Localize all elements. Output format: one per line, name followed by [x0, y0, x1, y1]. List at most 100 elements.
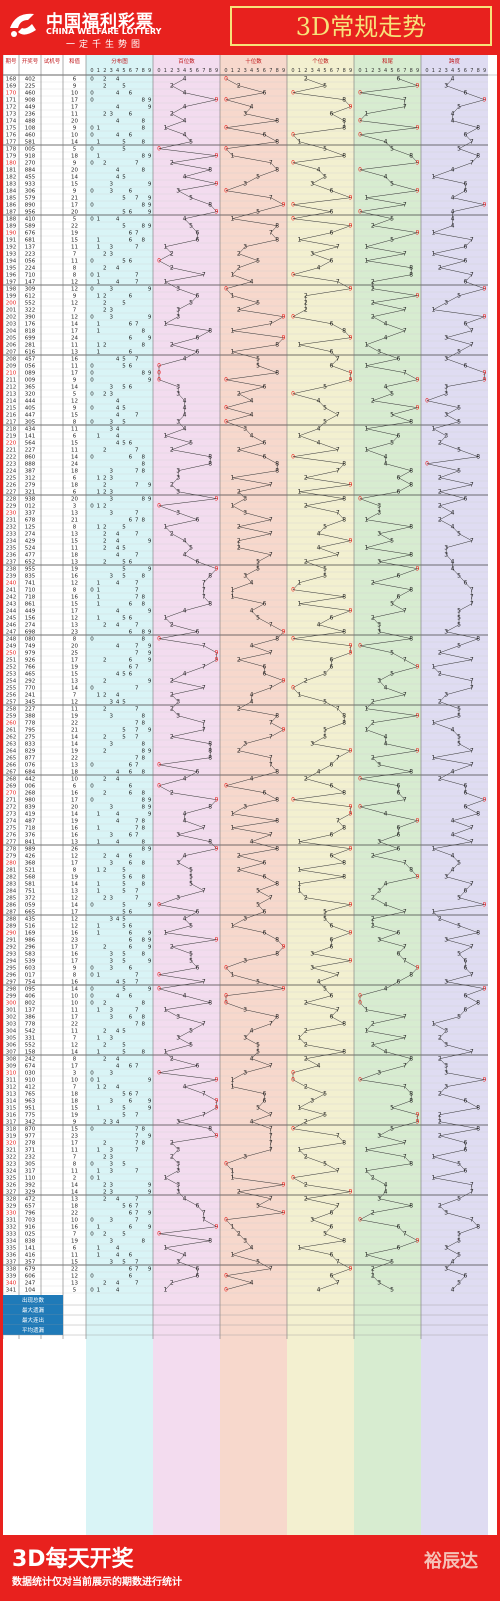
row-draw: 778	[25, 1022, 36, 1028]
dist-digit: 7	[135, 1022, 139, 1028]
trend-point-hundreds: 0	[157, 783, 161, 790]
trend-line-span	[446, 1079, 485, 1087]
column-header-tail: 和尾	[382, 57, 394, 65]
dist-digit: 5	[122, 700, 126, 706]
trend-line-hundreds	[165, 281, 179, 289]
trend-point-units: 7	[336, 972, 340, 979]
dist-digit: 1	[97, 1078, 101, 1084]
row-issue: 286	[6, 903, 17, 909]
trend-line-tens	[238, 302, 259, 310]
column-header-units: 个位数	[312, 57, 329, 65]
trend-line-tens	[277, 337, 284, 345]
trend-point-span: 4	[451, 167, 455, 174]
dist-digit: 7	[135, 1169, 139, 1175]
trend-point-tail: 3	[377, 1070, 381, 1077]
trend-point-span: 1	[431, 174, 435, 181]
trend-line-tens	[238, 750, 271, 758]
dist-digit: 0	[90, 378, 94, 384]
row-issue: 198	[6, 287, 17, 293]
trend-line-tens	[232, 925, 265, 933]
row-sum: 14	[71, 735, 78, 741]
trend-line-tens	[232, 806, 246, 814]
trend-line-units	[324, 666, 332, 674]
row-issue: 264	[6, 749, 17, 755]
column-header-test: 试机号	[44, 57, 61, 65]
row-issue: 177	[6, 140, 17, 146]
trend-point-span: 3	[444, 300, 448, 307]
trend-point-units: 8	[342, 461, 346, 468]
trend-line-tail	[372, 302, 405, 310]
trend-point-tens: 1	[230, 293, 234, 300]
trend-point-span: 2	[438, 265, 442, 272]
trend-point-hundreds: 4	[183, 104, 187, 111]
trend-point-hundreds: 8	[208, 167, 212, 174]
dist-digit: 7	[135, 1092, 139, 1098]
row-draw: 963	[25, 1099, 36, 1105]
trend-point-span: 3	[444, 1210, 448, 1217]
trend-point-tail: 4	[384, 1189, 388, 1196]
trend-point-tens: 3	[243, 181, 247, 188]
row-issue: 188	[6, 217, 17, 223]
trend-line-units	[318, 764, 332, 772]
trend-line-span	[446, 624, 460, 632]
trend-line-span	[439, 435, 447, 443]
digit-header: 1	[432, 68, 435, 74]
row-draw: 877	[25, 756, 36, 762]
trend-point-tail: 1	[364, 517, 368, 524]
row-draw: 487	[25, 819, 36, 825]
row-sum: 25	[71, 651, 78, 657]
trend-line-units	[292, 316, 332, 324]
dist-digit: 2	[103, 1001, 107, 1007]
row-sum: 6	[73, 1246, 77, 1252]
row-issue: 211	[6, 378, 17, 384]
trend-line-tens	[232, 1247, 252, 1255]
stats-label: 平均遗漏	[22, 1326, 45, 1334]
trend-point-tens: 2	[237, 545, 241, 552]
row-draw: 030	[25, 1071, 36, 1077]
row-issue: 308	[6, 1057, 17, 1063]
row-sum: 13	[71, 1281, 78, 1287]
trend-line-tail	[385, 981, 399, 989]
trend-point-tens: 4	[250, 1245, 254, 1252]
row-sum: 8	[73, 266, 77, 272]
trend-line-tens	[232, 155, 271, 163]
trend-line-tens	[232, 323, 271, 331]
trend-line-tens	[245, 113, 278, 121]
trend-point-tail: 1	[364, 1007, 368, 1014]
trend-point-hundreds: 5	[189, 223, 193, 230]
trend-point-tail: 5	[390, 440, 394, 447]
row-sum: 17	[71, 1064, 78, 1070]
dist-digit: 6	[129, 1211, 133, 1217]
row-draw: 710	[25, 273, 36, 279]
trend-point-hundreds: 3	[176, 860, 180, 867]
trend-point-span: 7	[470, 685, 474, 692]
trend-line-tail	[379, 1191, 386, 1199]
dist-digit: 4	[116, 819, 120, 825]
dist-digit: 7	[135, 161, 139, 167]
trend-point-tens: 7	[269, 1266, 273, 1273]
trend-point-tail: 1	[364, 342, 368, 349]
trend-point-hundreds: 7	[202, 727, 206, 734]
row-sum: 12	[71, 917, 78, 923]
trend-line-tens	[238, 309, 284, 317]
trend-line-span	[458, 344, 472, 352]
row-draw: 017	[25, 973, 36, 979]
trend-point-tens: 7	[269, 160, 273, 167]
row-sum: 8	[73, 1057, 77, 1063]
trend-point-tens: 6	[262, 454, 266, 461]
trend-point-hundreds: 7	[202, 594, 206, 601]
row-issue: 306	[6, 1043, 17, 1049]
trend-line-units	[292, 680, 306, 688]
dist-digit: 8	[141, 371, 145, 377]
trend-line-units	[305, 477, 351, 485]
dist-digit: 2	[103, 1281, 107, 1287]
dist-digit: 7	[135, 280, 139, 286]
trend-point-tail: 6	[396, 846, 400, 853]
digit-header: 4	[183, 68, 186, 74]
trend-line-span	[439, 470, 460, 478]
row-issue: 270	[6, 791, 17, 797]
trend-point-span: 5	[457, 405, 461, 412]
dist-digit: 8	[141, 1015, 145, 1021]
row-draw: 741	[25, 581, 36, 587]
dist-digit: 4	[116, 175, 120, 181]
